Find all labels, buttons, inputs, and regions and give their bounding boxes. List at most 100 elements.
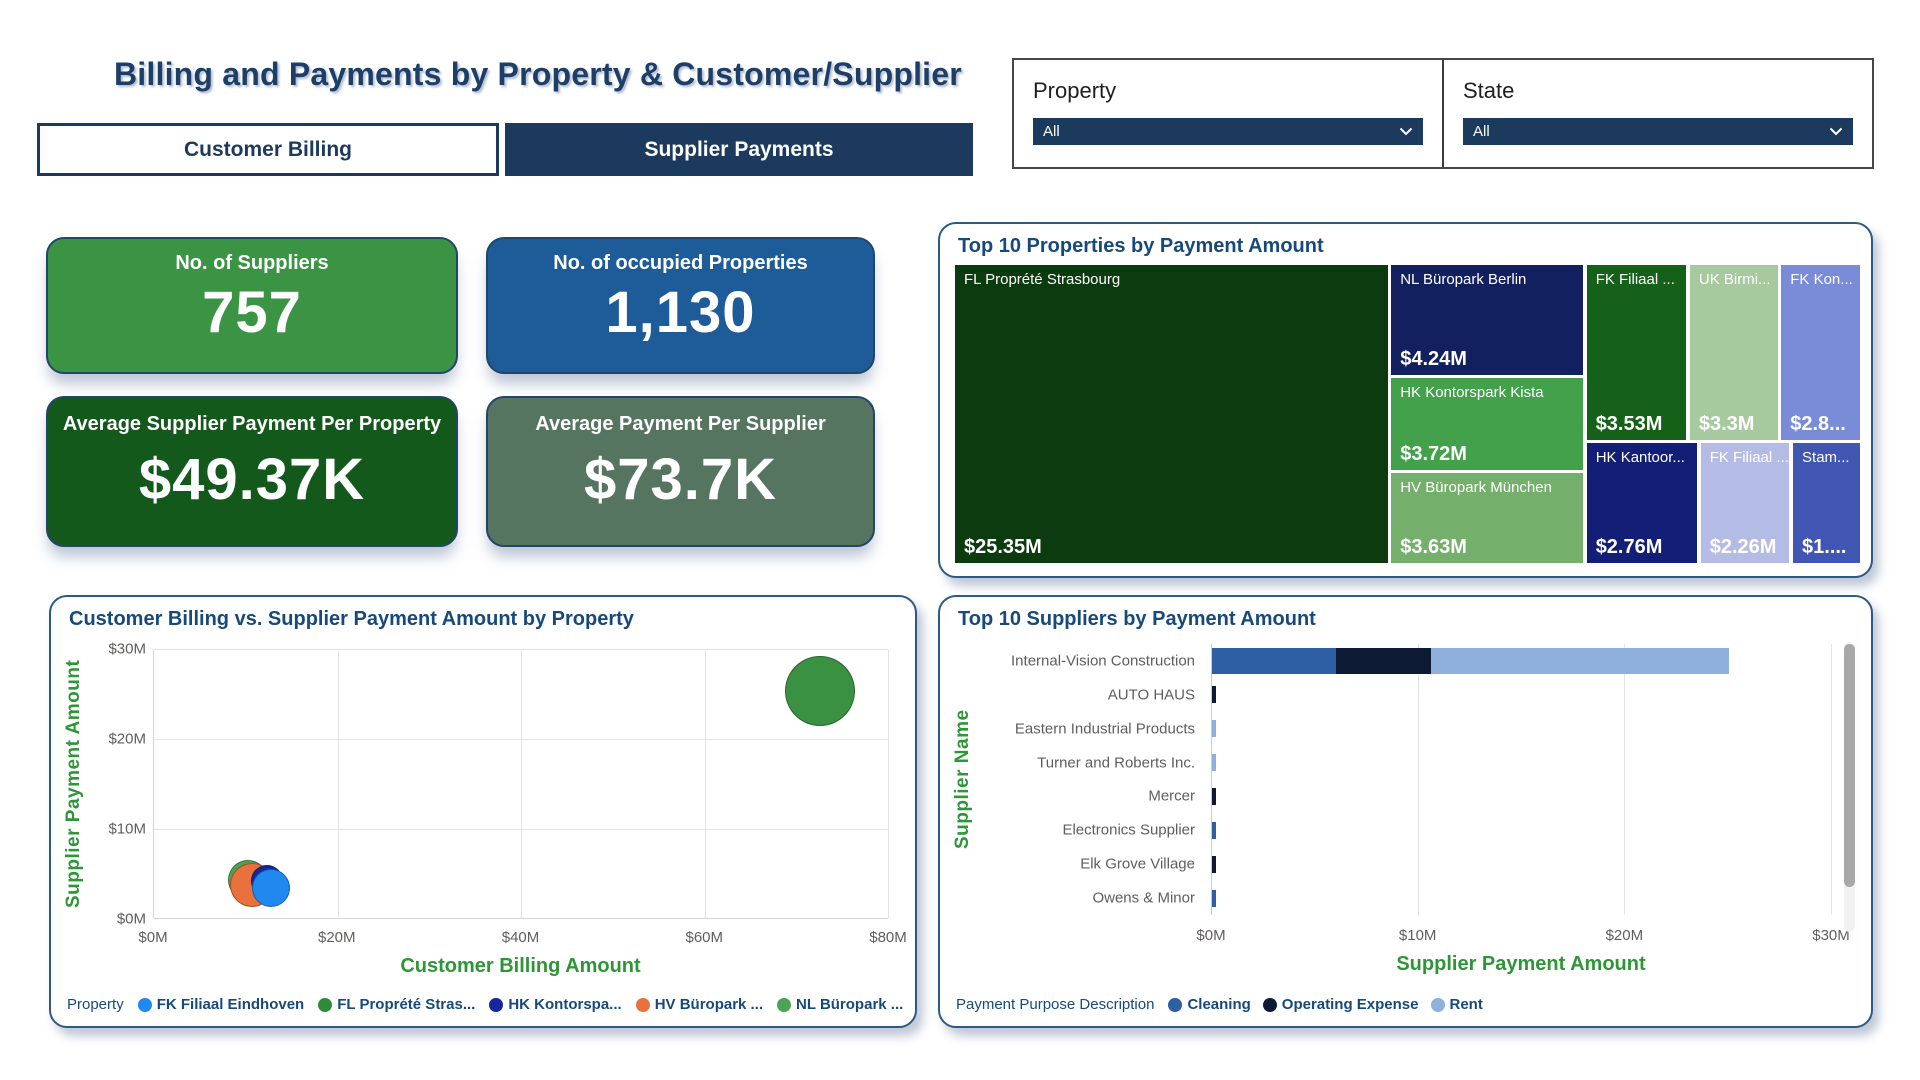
chart-title: Top 10 Properties by Payment Amount [958,235,1324,257]
scatter-point[interactable] [251,868,290,907]
x-axis-label: Customer Billing Amount [400,955,641,977]
legend-label: Rent [1449,996,1483,1013]
bar-segment [1212,686,1217,704]
treemap-cell-label: UK Birmi... [1698,271,1771,288]
x-tick-label: $20M [317,929,356,946]
kpi-title: No. of occupied Properties [553,252,808,274]
bar[interactable] [1212,647,1729,674]
treemap-cell-label: HV Büropark München [1400,478,1552,496]
treemap-cell[interactable]: NL Büropark Berlin $4.24M [1391,265,1584,375]
gridline [1417,644,1419,915]
treemap-cell[interactable]: FK Kon... $2.8... [1781,265,1860,440]
treemap-cell-value: $3.3M [1698,412,1755,435]
legend-item[interactable]: NL Büropark ... [777,996,903,1013]
bar-chart: Top 10 Suppliers by Payment Amount Suppl… [938,595,1873,1028]
kpi-title: Average Supplier Payment Per Property [62,413,442,435]
property-dropdown-value: All [1043,123,1060,140]
legend-item[interactable]: HK Kontorspa... [489,996,622,1013]
x-tick-label: $10M [1398,927,1437,944]
treemap-cell[interactable]: UK Birmi... $3.3M [1689,265,1778,440]
bar-category-label: Elk Grove Village [1080,855,1195,873]
bar-segment [1212,787,1217,805]
filter-property: Property All [1014,60,1442,167]
treemap-cell[interactable]: HK Kontorspark Kista $3.72M [1391,377,1584,470]
bar-category-label: Mercer [1148,787,1195,805]
legend-item[interactable]: FK Filiaal Eindhoven [137,996,304,1013]
treemap-cell-label: HK Kontorspark Kista [1400,383,1544,401]
legend-title: Property [67,996,124,1013]
x-tick-label: $30M [1812,927,1850,944]
treemap-cell[interactable]: Stam... $1.... [1793,442,1860,563]
legend-label: NL Büropark ... [796,996,904,1013]
gridline [704,650,706,918]
legend-items: Cleaning Operating Expense Rent [1168,996,1483,1013]
filter-state: State All [1444,60,1872,167]
treemap-cell[interactable]: FK Filiaal ... $2.26M [1700,442,1790,563]
bar[interactable] [1212,855,1216,873]
y-tick-label: $30M [108,640,146,658]
bar[interactable] [1212,889,1216,907]
scrollbar-thumb[interactable] [1844,644,1855,887]
property-dropdown[interactable]: All [1033,118,1423,145]
chart-title: Customer Billing vs. Supplier Payment Am… [69,608,634,630]
filter-property-label: Property [1033,78,1117,103]
bar[interactable] [1212,787,1217,805]
treemap-cell-value: $3.53M [1595,412,1663,435]
treemap-cell-value: $2.26M [1709,535,1777,558]
scatter-plot-area [153,649,889,919]
y-tick-label: $10M [108,820,146,838]
treemap-chart: Top 10 Properties by Payment Amount FL P… [938,222,1873,578]
treemap-cell-label: Stam... [1802,448,1850,466]
bar[interactable] [1212,821,1216,839]
legend-label: HK Kontorspa... [508,996,622,1013]
scatter-chart: Customer Billing vs. Supplier Payment Am… [49,595,917,1028]
bar-segment [1212,720,1217,738]
treemap-cell-value: $2.8... [1790,412,1846,435]
bar-segment [1212,855,1216,873]
bar-category-label: Owens & Minor [1092,889,1195,907]
treemap-cell[interactable]: HK Kantoor... $2.76M [1586,442,1698,563]
gridline [888,650,889,918]
bar-category-label: Turner and Roberts Inc. [1037,754,1195,772]
bar-category-label: AUTO HAUS [1107,686,1195,704]
bar[interactable] [1212,686,1217,704]
legend-label: FL Proprété Stras... [337,996,476,1013]
legend-item[interactable]: Operating Expense [1262,996,1419,1013]
legend-item[interactable]: Rent [1430,996,1483,1013]
y-tick-label: $0M [116,910,146,928]
bar-segment [1431,647,1729,674]
scatter-point[interactable] [785,656,856,727]
bar[interactable] [1212,720,1217,738]
tab-supplier-payments[interactable]: Supplier Payments [505,123,973,176]
legend-dot-icon [318,997,333,1012]
scrollbar[interactable] [1844,642,1855,932]
kpi-value: $49.37K [138,447,366,512]
bar-plot-area [1211,644,1847,915]
bar[interactable] [1212,754,1217,772]
bar-category-label: Internal-Vision Construction [1011,652,1195,670]
x-tick-label: $20M [1605,927,1644,944]
x-tick-label: $60M [685,929,724,946]
state-dropdown[interactable]: All [1463,118,1853,145]
chevron-down-icon [1829,127,1843,136]
treemap-region: FL Proprété Strasbourg $25.35M NL Büropark… [955,265,1860,563]
legend-item[interactable]: FL Proprété Stras... [318,996,475,1013]
legend-dot-icon [635,997,650,1012]
filter-divider [1442,60,1444,167]
treemap-cell[interactable]: FL Proprété Strasbourg $25.35M [955,265,1388,563]
bar-legend: Payment Purpose Description Cleaning Oper… [956,996,1483,1013]
treemap-cell-label: FK Filiaal ... [1595,271,1675,288]
gridline [521,650,522,918]
gridline [1831,644,1832,915]
bar-category-label: Electronics Supplier [1062,821,1195,839]
tab-customer-billing[interactable]: Customer Billing [37,123,499,176]
treemap-cell[interactable]: FK Filiaal ... $3.53M [1586,265,1687,440]
kpi-title: No. of Suppliers [175,252,329,274]
legend-item[interactable]: HV Büropark ... [635,996,763,1013]
treemap-cell[interactable]: HV Büropark München $3.63M [1391,472,1584,563]
treemap-cell-value: $4.24M [1400,347,1467,370]
legend-items: FK Filiaal Eindhoven FL Proprété Stras...… [137,996,903,1013]
legend-item[interactable]: Cleaning [1168,996,1251,1013]
x-tick-label: $80M [869,929,907,946]
bar-category-label: Eastern Industrial Products [1014,720,1195,738]
